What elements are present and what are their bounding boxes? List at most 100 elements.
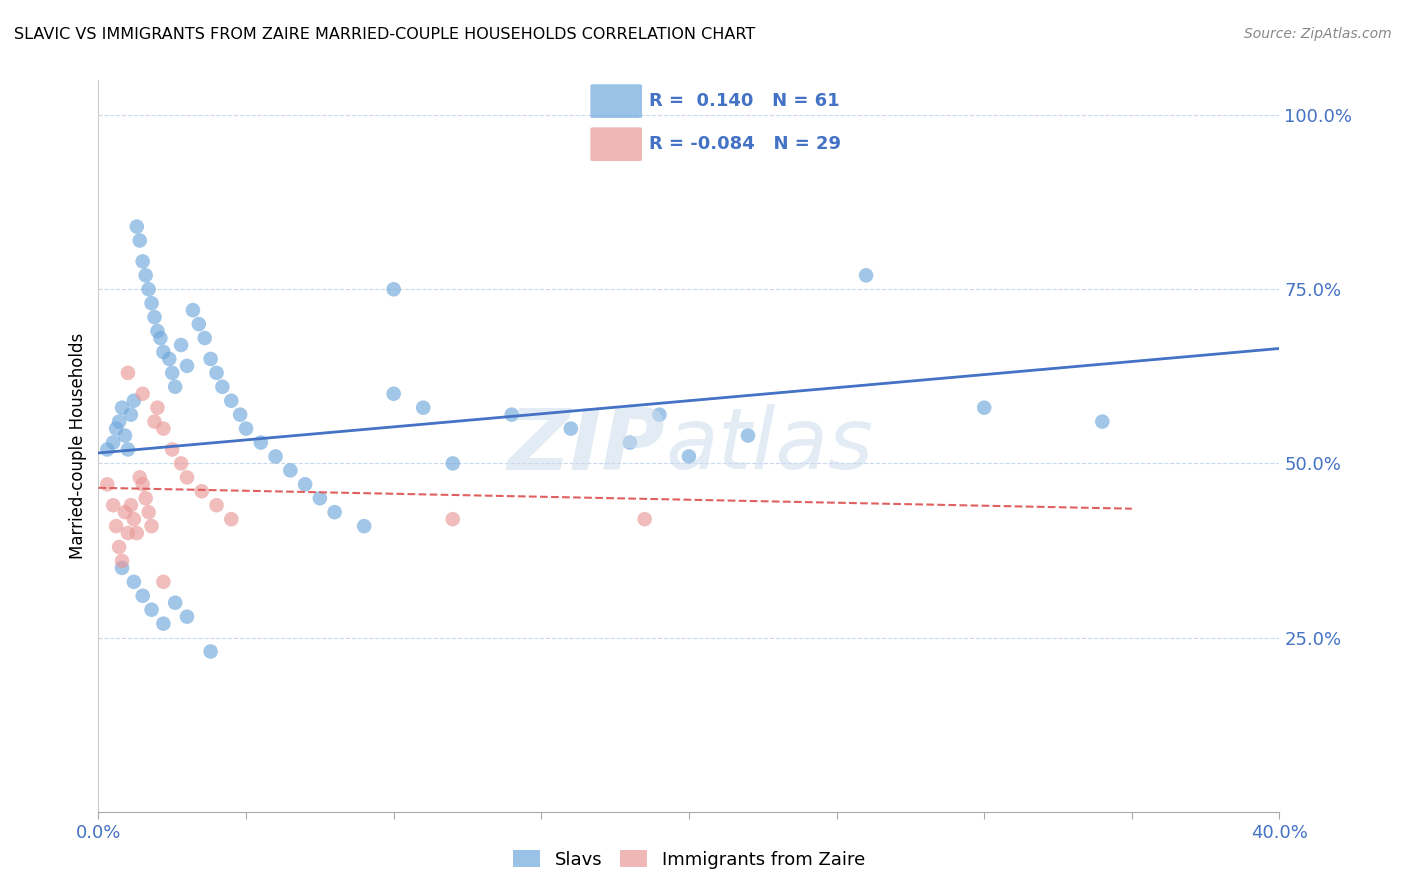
Point <box>205 366 228 380</box>
Point <box>122 393 145 408</box>
Point <box>111 561 134 575</box>
Point <box>114 505 136 519</box>
Point <box>143 415 166 429</box>
FancyBboxPatch shape <box>591 128 643 161</box>
Point <box>170 457 193 471</box>
Point <box>138 505 160 519</box>
Point <box>176 470 198 484</box>
Point <box>973 401 995 415</box>
Point <box>117 442 139 457</box>
Point <box>737 428 759 442</box>
Point <box>191 484 214 499</box>
Point <box>200 351 222 366</box>
Point <box>120 408 142 422</box>
Point <box>162 442 183 457</box>
Point <box>382 386 405 401</box>
Point <box>200 644 222 658</box>
Point <box>152 345 174 359</box>
Point <box>103 498 125 512</box>
Point <box>135 268 157 283</box>
Legend: Slavs, Immigrants from Zaire: Slavs, Immigrants from Zaire <box>506 843 872 876</box>
Point <box>103 435 125 450</box>
Point <box>501 408 523 422</box>
Point <box>128 470 150 484</box>
Point <box>146 324 169 338</box>
Point <box>105 519 128 533</box>
Point <box>264 450 287 464</box>
Point <box>1091 415 1114 429</box>
Point <box>648 408 671 422</box>
Text: atlas: atlas <box>665 404 873 488</box>
Point <box>855 268 877 283</box>
Point <box>132 477 155 491</box>
Point <box>125 526 148 541</box>
Point <box>141 296 163 310</box>
Point <box>441 512 464 526</box>
Point <box>176 359 198 373</box>
FancyBboxPatch shape <box>591 84 643 118</box>
Point <box>560 421 582 435</box>
Point <box>278 463 302 477</box>
Point <box>412 401 434 415</box>
Point <box>105 421 128 435</box>
Point <box>120 498 142 512</box>
Point <box>353 519 375 533</box>
Text: ZIP: ZIP <box>508 404 665 488</box>
Point <box>152 574 174 589</box>
Point <box>125 219 148 234</box>
Point <box>132 254 155 268</box>
Point <box>170 338 193 352</box>
Point <box>250 435 273 450</box>
Point <box>633 512 655 526</box>
Text: SLAVIC VS IMMIGRANTS FROM ZAIRE MARRIED-COUPLE HOUSEHOLDS CORRELATION CHART: SLAVIC VS IMMIGRANTS FROM ZAIRE MARRIED-… <box>14 27 755 42</box>
Point <box>162 366 183 380</box>
Point <box>309 491 332 506</box>
Text: R = -0.084   N = 29: R = -0.084 N = 29 <box>650 136 841 153</box>
Point <box>111 554 134 568</box>
Point <box>294 477 316 491</box>
Point <box>323 505 346 519</box>
Point <box>165 596 187 610</box>
Point <box>117 366 139 380</box>
Point <box>108 540 131 554</box>
Point <box>141 603 163 617</box>
Text: Source: ZipAtlas.com: Source: ZipAtlas.com <box>1244 27 1392 41</box>
Point <box>194 331 217 345</box>
Point <box>141 519 163 533</box>
Point <box>229 408 252 422</box>
Point <box>235 421 257 435</box>
Y-axis label: Married-couple Households: Married-couple Households <box>69 333 87 559</box>
Point <box>117 526 139 541</box>
Point <box>149 331 172 345</box>
Point <box>219 512 242 526</box>
Point <box>211 380 233 394</box>
Point <box>122 574 145 589</box>
Point <box>165 380 187 394</box>
Point <box>157 351 180 366</box>
Point <box>143 310 166 325</box>
Point <box>181 303 204 318</box>
Point <box>122 512 145 526</box>
Point <box>176 609 198 624</box>
Point <box>146 401 169 415</box>
Point <box>108 415 131 429</box>
Point <box>96 477 118 491</box>
Text: R =  0.140   N = 61: R = 0.140 N = 61 <box>650 92 839 110</box>
Point <box>152 616 174 631</box>
Point <box>114 428 136 442</box>
Point <box>96 442 118 457</box>
Point <box>205 498 228 512</box>
Point <box>132 386 155 401</box>
Point <box>619 435 641 450</box>
Point <box>678 450 700 464</box>
Point <box>138 282 160 296</box>
Point <box>111 401 134 415</box>
Point <box>382 282 405 296</box>
Point <box>128 234 150 248</box>
Point <box>441 457 464 471</box>
Point <box>152 421 174 435</box>
Point <box>135 491 157 506</box>
Point <box>132 589 155 603</box>
Point <box>219 393 242 408</box>
Point <box>187 317 209 331</box>
